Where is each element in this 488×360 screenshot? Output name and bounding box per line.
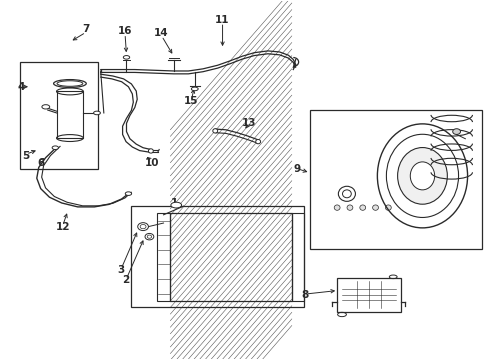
Ellipse shape [452, 129, 460, 134]
Ellipse shape [123, 55, 129, 59]
Text: 12: 12 [55, 222, 70, 232]
Ellipse shape [148, 149, 153, 153]
Text: 15: 15 [183, 96, 198, 106]
Ellipse shape [212, 129, 217, 133]
Ellipse shape [255, 139, 260, 144]
Ellipse shape [191, 87, 198, 91]
Text: 2: 2 [122, 275, 129, 285]
Text: 14: 14 [154, 28, 168, 38]
Text: 4: 4 [18, 82, 25, 92]
Bar [157, 213, 170, 301]
Text: 16: 16 [118, 26, 132, 36]
Bar [20, 62, 98, 169]
Ellipse shape [145, 233, 154, 240]
Ellipse shape [170, 202, 181, 208]
Ellipse shape [359, 205, 365, 210]
Ellipse shape [333, 205, 339, 210]
Bar [310, 110, 482, 249]
Ellipse shape [385, 205, 390, 210]
Ellipse shape [372, 205, 378, 210]
Bar [291, 213, 304, 301]
Ellipse shape [409, 162, 434, 190]
Text: 1: 1 [171, 198, 178, 208]
Ellipse shape [93, 111, 100, 115]
Ellipse shape [54, 80, 86, 87]
Text: 10: 10 [144, 158, 159, 168]
Ellipse shape [52, 146, 59, 149]
Ellipse shape [42, 105, 50, 109]
Text: 8: 8 [301, 291, 308, 301]
Text: 3: 3 [117, 265, 124, 275]
Text: 13: 13 [242, 118, 256, 128]
Bar [131, 206, 304, 307]
Text: 5: 5 [22, 150, 30, 161]
Ellipse shape [125, 192, 131, 195]
Ellipse shape [397, 148, 447, 204]
Text: 9: 9 [292, 164, 300, 174]
Text: 7: 7 [82, 24, 89, 35]
Text: 6: 6 [37, 158, 44, 168]
Bar [170, 213, 291, 301]
Text: 11: 11 [215, 15, 229, 26]
Bar [336, 278, 400, 312]
Bar [57, 91, 83, 138]
Ellipse shape [138, 223, 148, 230]
Ellipse shape [346, 205, 352, 210]
